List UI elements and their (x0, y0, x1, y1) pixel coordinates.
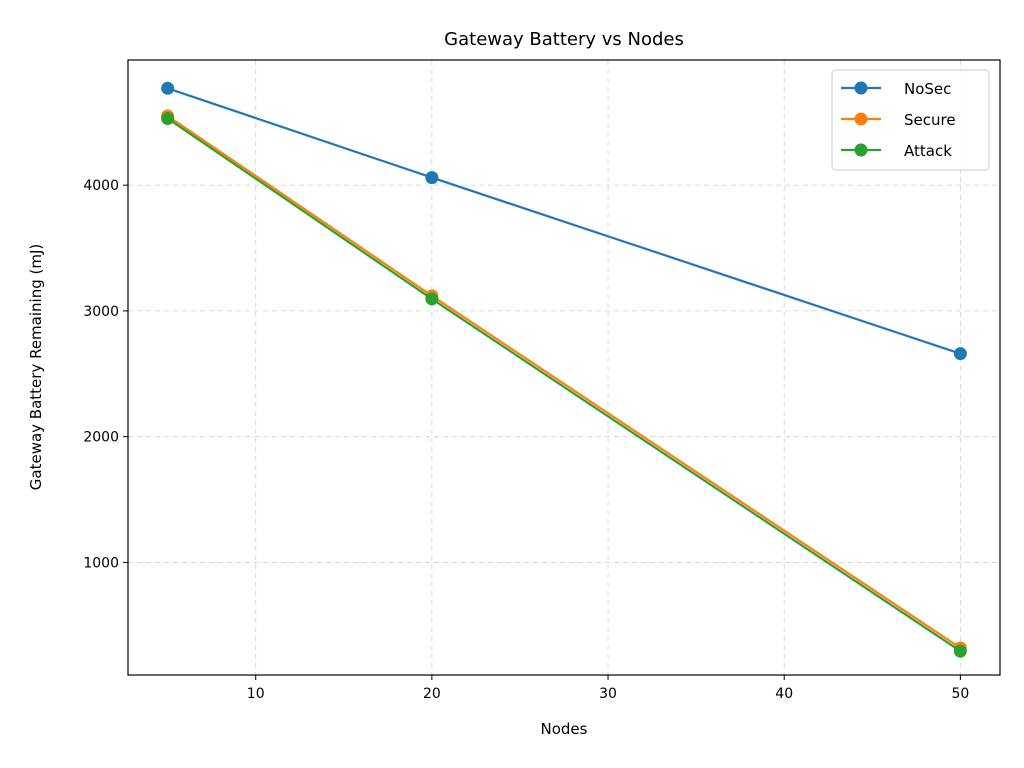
y-tick-label: 2000 (83, 430, 119, 446)
data-point-attack (161, 111, 175, 125)
x-tick-label: 10 (247, 686, 265, 702)
data-point-nosec (425, 171, 439, 185)
legend-item-nosec: NoSec (841, 80, 951, 98)
y-axis-title: Gateway Battery Remaining (mJ) (27, 244, 45, 490)
plot-series (161, 81, 967, 658)
legend-label-nosec: NoSec (904, 80, 951, 98)
axis-ticks: 10 20 30 40 50 1000 2000 3000 4000 (83, 178, 969, 702)
legend-marker-secure (854, 112, 868, 126)
x-tick-label: 20 (423, 686, 441, 702)
y-tick-label: 4000 (83, 178, 119, 194)
y-tick-label: 1000 (83, 555, 119, 571)
legend-label-attack: Attack (904, 142, 952, 160)
x-tick-label: 40 (775, 686, 793, 702)
grid-lines (128, 60, 1000, 675)
legend-marker-nosec (854, 81, 868, 95)
legend-label-secure: Secure (904, 111, 956, 129)
legend-item-attack: Attack (841, 142, 952, 160)
legend-marker-attack (854, 143, 868, 157)
data-point-nosec (953, 347, 967, 361)
plot-frame (127, 59, 1001, 676)
data-point-attack (425, 292, 439, 306)
data-point-attack (953, 644, 967, 658)
x-tick-label: 50 (951, 686, 969, 702)
chart-title: Gateway Battery vs Nodes (444, 29, 684, 50)
data-point-nosec (161, 81, 175, 95)
legend-box (831, 69, 990, 171)
legend-item-secure: Secure (841, 111, 956, 129)
y-tick-label: 3000 (83, 304, 119, 320)
x-tick-label: 30 (599, 686, 617, 702)
x-axis-title: Nodes (541, 720, 588, 738)
legend: NoSec Secure Attack (831, 69, 990, 171)
